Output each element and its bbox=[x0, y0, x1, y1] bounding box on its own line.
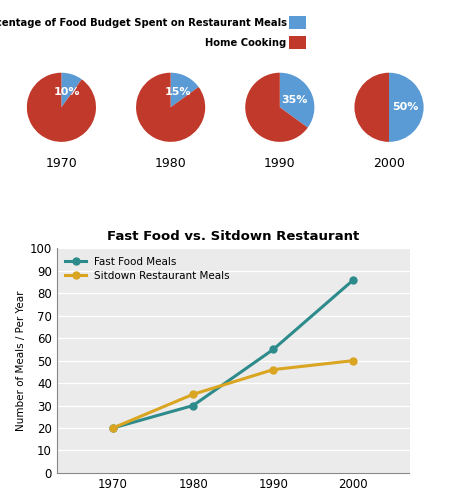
Text: 2000: 2000 bbox=[373, 157, 405, 171]
Sitdown Restaurant Meals bbox=[110, 425, 116, 431]
Sitdown Restaurant Meals bbox=[190, 391, 196, 397]
Wedge shape bbox=[136, 73, 205, 142]
Sitdown Restaurant Meals bbox=[351, 358, 356, 364]
Text: 1980: 1980 bbox=[155, 157, 187, 171]
Line: Sitdown Restaurant Meals: Sitdown Restaurant Meals bbox=[110, 357, 357, 432]
Wedge shape bbox=[171, 73, 198, 107]
Sitdown Restaurant Meals bbox=[271, 367, 276, 373]
Line: Fast Food Meals: Fast Food Meals bbox=[110, 276, 357, 432]
Legend: Fast Food Meals, Sitdown Restaurant Meals: Fast Food Meals, Sitdown Restaurant Meal… bbox=[62, 254, 233, 284]
Text: 15%: 15% bbox=[165, 88, 192, 98]
Wedge shape bbox=[61, 73, 82, 107]
Title: Fast Food vs. Sitdown Restaurant: Fast Food vs. Sitdown Restaurant bbox=[107, 230, 359, 243]
Text: 10%: 10% bbox=[53, 87, 80, 97]
Y-axis label: Number of Meals / Per Year: Number of Meals / Per Year bbox=[15, 290, 25, 431]
Text: 1970: 1970 bbox=[46, 157, 77, 171]
Text: Home Cooking: Home Cooking bbox=[205, 38, 287, 48]
Wedge shape bbox=[280, 73, 314, 128]
Fast Food Meals bbox=[110, 425, 116, 431]
Text: 1990: 1990 bbox=[264, 157, 296, 171]
Text: 35%: 35% bbox=[282, 95, 308, 105]
Wedge shape bbox=[27, 73, 96, 142]
Text: Percentage of Food Budget Spent on Restaurant Meals: Percentage of Food Budget Spent on Resta… bbox=[0, 18, 287, 28]
Wedge shape bbox=[389, 73, 424, 142]
Fast Food Meals bbox=[190, 402, 196, 408]
Wedge shape bbox=[245, 73, 308, 142]
Text: 50%: 50% bbox=[392, 102, 419, 112]
Fast Food Meals bbox=[271, 347, 276, 353]
Wedge shape bbox=[354, 73, 389, 142]
Fast Food Meals bbox=[351, 277, 356, 283]
